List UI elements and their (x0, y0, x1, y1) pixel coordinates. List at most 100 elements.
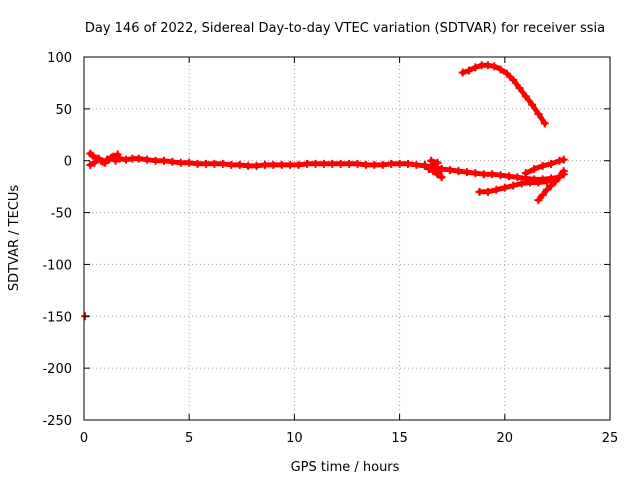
data-point (218, 159, 227, 168)
y-tick-label: 100 (47, 51, 72, 66)
data-point (433, 170, 442, 179)
data-point (134, 154, 143, 163)
data-point (193, 159, 202, 168)
data-point (488, 170, 497, 179)
y-tick-label: -200 (42, 362, 72, 377)
data-point (176, 158, 185, 167)
data-point (202, 159, 211, 168)
data-point (113, 150, 122, 159)
y-tick-label: 50 (55, 103, 72, 118)
data-point (433, 158, 442, 167)
data-point (345, 159, 354, 168)
y-axis-ticks: -250 -200 -150 -100 -50 0 50 100 (42, 51, 610, 429)
data-point (101, 158, 110, 167)
x-tick-label: 10 (286, 431, 303, 446)
data-point (429, 167, 438, 176)
data-point (303, 159, 312, 168)
data-point (490, 62, 499, 71)
data-point (551, 177, 560, 186)
grid-lines (84, 57, 610, 420)
data-point (88, 151, 97, 160)
data-point (227, 160, 236, 169)
data-point (86, 160, 95, 169)
x-tick-label: 25 (602, 431, 619, 446)
data-point (500, 183, 509, 192)
data-point (151, 156, 160, 165)
data-series (86, 149, 122, 167)
y-tick-label: -50 (51, 207, 72, 222)
data-point (109, 152, 118, 161)
data-point (458, 68, 467, 77)
data-point (361, 160, 370, 169)
data-point (319, 159, 328, 168)
data-point (378, 160, 387, 169)
data-point (336, 159, 345, 168)
data-series (458, 61, 549, 128)
data-point (143, 155, 152, 164)
x-tick-label: 15 (391, 431, 408, 446)
data-point (96, 156, 105, 165)
data-point (538, 161, 547, 170)
data-point (483, 61, 492, 70)
data-point (534, 178, 543, 187)
data-point (235, 160, 244, 169)
data-point (465, 66, 474, 75)
data-points (81, 61, 568, 321)
y-tick-label: 0 (64, 155, 72, 170)
data-point (517, 179, 526, 188)
data-point (210, 159, 219, 168)
data-point (260, 160, 269, 169)
data-point (462, 168, 471, 177)
data-point (530, 165, 539, 174)
data-point (475, 187, 484, 196)
data-point (412, 160, 421, 169)
data-point (547, 181, 556, 190)
data-point (555, 172, 564, 181)
data-point (542, 185, 551, 194)
data-point (328, 159, 337, 168)
data-point (105, 155, 114, 164)
data-point (437, 173, 446, 182)
data-point (509, 181, 518, 190)
data-point (496, 65, 505, 74)
data-point (547, 159, 556, 168)
plot-frame (83, 56, 611, 421)
data-point (122, 155, 131, 164)
data-point (471, 63, 480, 72)
data-point (159, 156, 168, 165)
data-point (496, 171, 505, 180)
data-point (168, 157, 177, 166)
data-series (534, 167, 568, 205)
x-axis-label: GPS time / hours (291, 460, 400, 475)
x-axis-ticks: 0 5 10 15 20 25 (80, 57, 618, 446)
chart-title: Day 146 of 2022, Sidereal Day-to-day VTE… (85, 21, 605, 36)
data-point (542, 177, 551, 186)
data-point (420, 160, 429, 169)
data-point (294, 160, 303, 169)
data-point (559, 167, 568, 176)
x-tick-label: 0 (80, 431, 88, 446)
data-point (483, 187, 492, 196)
data-point (555, 156, 564, 165)
y-tick-label: -250 (42, 414, 72, 429)
data-point (185, 158, 194, 167)
data-point (505, 172, 514, 181)
data-point (534, 196, 543, 205)
data-point (538, 190, 547, 199)
data-point (277, 160, 286, 169)
x-tick-label: 20 (497, 431, 514, 446)
data-point (509, 75, 518, 84)
data-series (521, 155, 568, 178)
data-point (559, 155, 568, 164)
data-point (353, 159, 362, 168)
data-point (502, 69, 511, 78)
data-point (427, 156, 436, 165)
data-point (521, 92, 530, 101)
data-point (534, 110, 543, 119)
data-point (395, 159, 404, 168)
data-point (446, 166, 455, 175)
data-point (252, 161, 261, 170)
data-point (425, 165, 434, 174)
y-tick-label: -150 (42, 310, 72, 325)
data-point (479, 170, 488, 179)
